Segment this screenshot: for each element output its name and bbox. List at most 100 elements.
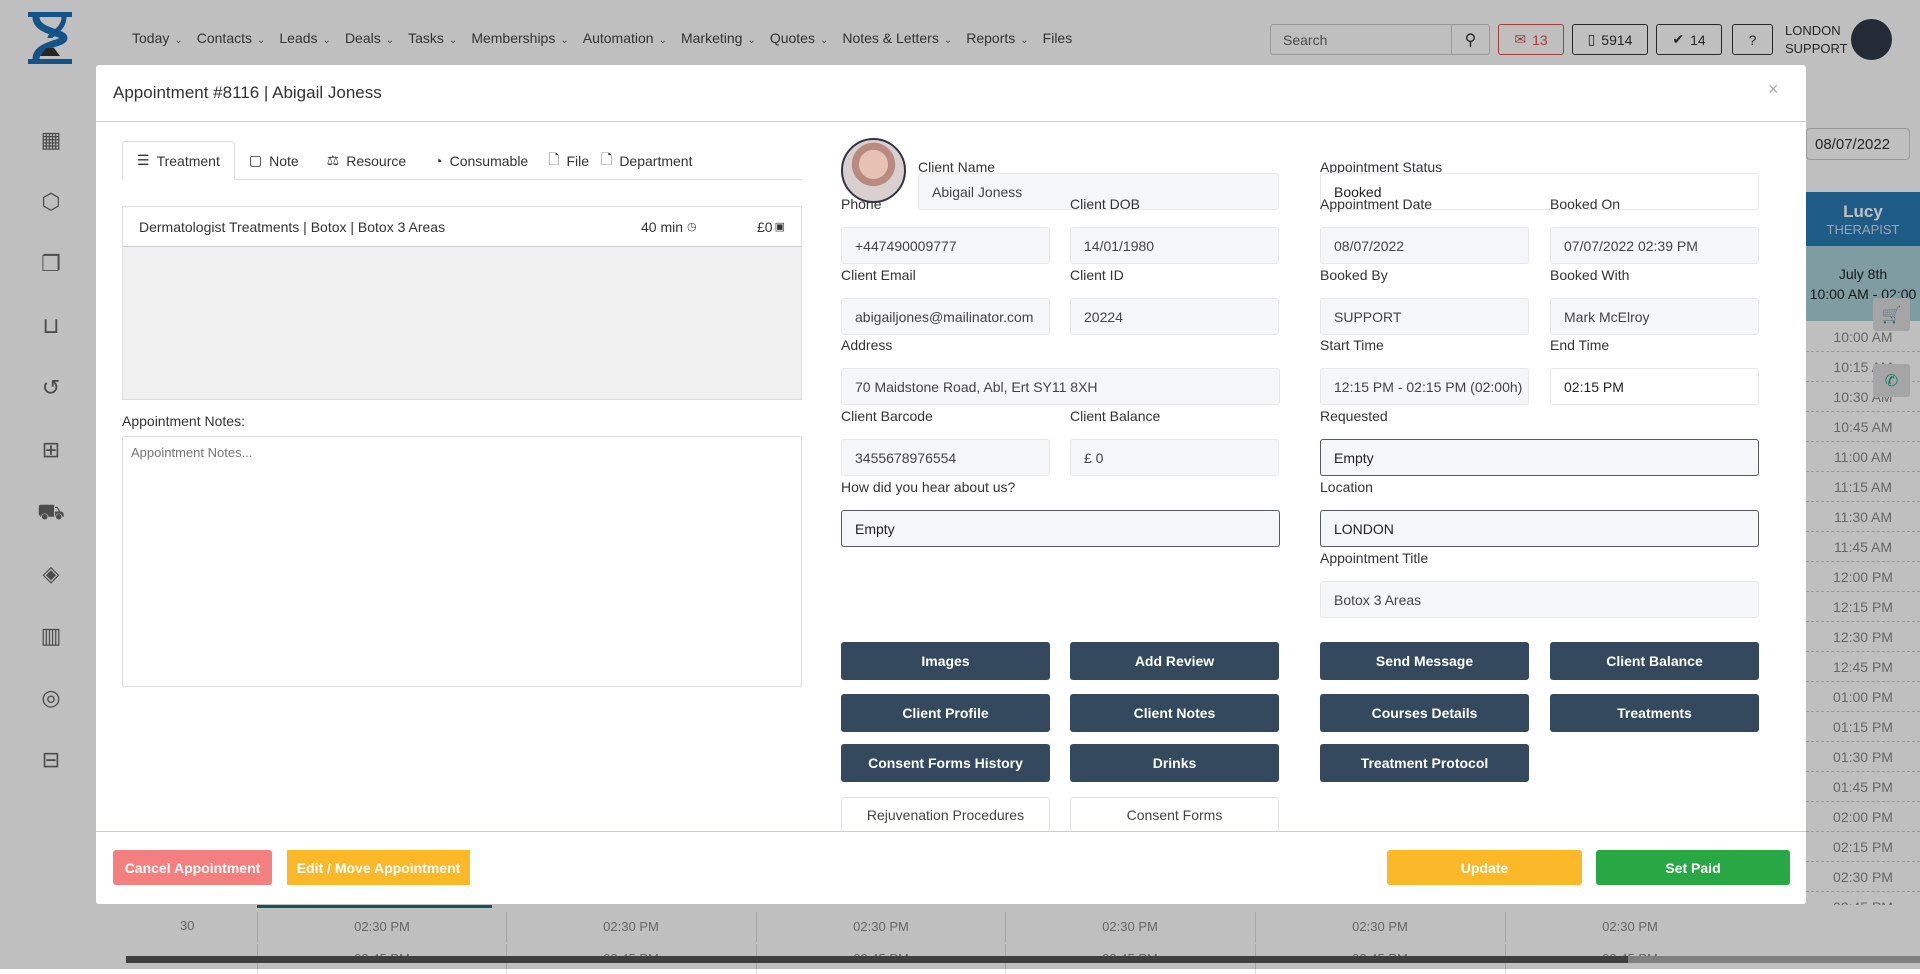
- box-icon[interactable]: ⬡: [41, 189, 61, 214]
- cart-icon[interactable]: ⛟: [37, 499, 65, 524]
- calendar-date-input[interactable]: 08/07/2022: [1806, 128, 1910, 160]
- nav-tasks[interactable]: Tasks ⌄: [408, 30, 457, 46]
- time-slot[interactable]: 12:45 PM: [1806, 652, 1920, 682]
- help-button[interactable]: ?: [1732, 24, 1773, 55]
- images-button[interactable]: Images: [841, 642, 1050, 680]
- time-slot[interactable]: 11:45 AM: [1806, 532, 1920, 562]
- nav-today[interactable]: Today ⌄: [132, 30, 183, 46]
- treatment-protocol-button[interactable]: Treatment Protocol: [1320, 744, 1529, 782]
- copy-icon[interactable]: ❐: [41, 251, 61, 276]
- calendar-slot[interactable]: 02:30 PM: [756, 912, 1005, 942]
- phone-call-icon[interactable]: ✆: [1873, 364, 1910, 397]
- booked-on-field[interactable]: 07/07/2022 02:39 PM: [1550, 227, 1759, 264]
- address-field[interactable]: 70 Maidstone Road, Abl, Ert SY11 8XH: [841, 368, 1280, 405]
- tab-note[interactable]: ▢ Note: [235, 141, 313, 180]
- nav-leads[interactable]: Leads ⌄: [279, 30, 331, 46]
- appt-date-field[interactable]: 08/07/2022: [1320, 227, 1529, 264]
- nav-reports[interactable]: Reports ⌄: [966, 30, 1028, 46]
- calendar-slot[interactable]: 02:30 PM: [1505, 912, 1754, 942]
- add-review-button[interactable]: Add Review: [1070, 642, 1279, 680]
- time-slot[interactable]: 02:30 PM: [1806, 862, 1920, 892]
- phone-field[interactable]: +447490009777: [841, 227, 1050, 264]
- tab-resource[interactable]: ⚖ Resource: [313, 141, 420, 180]
- user-cycle-icon[interactable]: ◎: [41, 685, 61, 710]
- tab-file[interactable]: 🗋 File: [542, 141, 595, 180]
- calendar-icon[interactable]: ▦: [40, 127, 62, 152]
- end-time-field[interactable]: 02:15 PM: [1550, 368, 1759, 405]
- booked-with-field[interactable]: Mark McElroy: [1550, 298, 1759, 335]
- consent-forms-history-button[interactable]: Consent Forms History: [841, 744, 1050, 782]
- tab-department[interactable]: 🗋 Department: [595, 141, 698, 180]
- gift-icon[interactable]: ⊞: [41, 437, 61, 462]
- nav-memberships[interactable]: Memberships ⌄: [471, 30, 568, 46]
- location-select[interactable]: LONDON: [1320, 510, 1759, 547]
- nav-notes-letters[interactable]: Notes & Letters ⌄: [842, 30, 952, 46]
- nav-contacts[interactable]: Contacts ⌄: [197, 30, 266, 46]
- appointment-notes-input[interactable]: [122, 436, 802, 687]
- client-balance-button[interactable]: Client Balance: [1550, 642, 1759, 680]
- phone-button[interactable]: ▯ 5914: [1572, 24, 1648, 55]
- client-name-field[interactable]: Abigail Joness: [918, 173, 1279, 210]
- time-slot[interactable]: 01:15 PM: [1806, 712, 1920, 742]
- close-icon[interactable]: ×: [1768, 79, 1779, 99]
- client-id-field[interactable]: 20224: [1070, 298, 1279, 335]
- rejuvenation-procedures-button[interactable]: Rejuvenation Procedures: [841, 797, 1050, 832]
- cancel-appointment-button[interactable]: Cancel Appointment: [113, 850, 272, 885]
- search-input[interactable]: Search: [1283, 31, 1328, 48]
- email-field[interactable]: abigailjones@mailinator.com: [841, 298, 1050, 335]
- nav-automation[interactable]: Automation ⌄: [583, 30, 667, 46]
- set-paid-button[interactable]: Set Paid: [1596, 850, 1790, 885]
- time-slot[interactable]: 02:15 PM: [1806, 832, 1920, 862]
- search-box[interactable]: Search ⚲: [1270, 24, 1490, 55]
- treatments-button[interactable]: Treatments: [1550, 694, 1759, 732]
- consent-forms-button[interactable]: Consent Forms: [1070, 797, 1279, 832]
- balance-field[interactable]: £ 0: [1070, 439, 1279, 476]
- user-name[interactable]: LONDON SUPPORT: [1785, 22, 1848, 58]
- send-message-button[interactable]: Send Message: [1320, 642, 1529, 680]
- start-time-field[interactable]: 12:15 PM - 02:15 PM (02:00h): [1320, 368, 1529, 405]
- cart-icon[interactable]: 🛒: [1873, 298, 1910, 331]
- nav-files[interactable]: Files: [1043, 30, 1073, 46]
- title-field[interactable]: Botox 3 Areas: [1320, 581, 1759, 618]
- inbox-icon[interactable]: ⊔: [42, 313, 60, 338]
- time-slot[interactable]: 11:30 AM: [1806, 502, 1920, 532]
- report-icon[interactable]: ▥: [40, 623, 62, 648]
- time-slot[interactable]: 10:45 AM: [1806, 412, 1920, 442]
- requested-select[interactable]: Empty: [1320, 439, 1759, 476]
- tab-consumable[interactable]: ◔ Consumable: [420, 141, 542, 180]
- calendar-slot[interactable]: 02:30 PM: [1255, 912, 1504, 942]
- logo[interactable]: [24, 12, 76, 64]
- lock-icon[interactable]: ⊟: [41, 747, 61, 772]
- tasks-button[interactable]: ✔ 14: [1656, 24, 1722, 55]
- time-slot[interactable]: 01:00 PM: [1806, 682, 1920, 712]
- user-avatar[interactable]: [1851, 19, 1892, 60]
- time-slot[interactable]: 10:00 AM: [1806, 322, 1920, 352]
- tag-icon[interactable]: ◈: [42, 561, 60, 586]
- drinks-button[interactable]: Drinks: [1070, 744, 1279, 782]
- mail-button[interactable]: ✉ 13: [1498, 24, 1564, 55]
- scrollbar-thumb[interactable]: [126, 956, 1628, 963]
- calendar-slot[interactable]: 02:30 PM: [1005, 912, 1254, 942]
- time-slot[interactable]: 02:00 PM: [1806, 802, 1920, 832]
- client-notes-button[interactable]: Client Notes: [1070, 694, 1279, 732]
- edit-move-appointment-button[interactable]: Edit / Move Appointment: [287, 850, 470, 885]
- time-slot[interactable]: 01:45 PM: [1806, 772, 1920, 802]
- time-slot[interactable]: 11:00 AM: [1806, 442, 1920, 472]
- courses-details-button[interactable]: Courses Details: [1320, 694, 1529, 732]
- nav-deals[interactable]: Deals ⌄: [345, 30, 394, 46]
- dob-field[interactable]: 14/01/1980: [1070, 227, 1279, 264]
- time-slot[interactable]: 12:00 PM: [1806, 562, 1920, 592]
- calendar-slot[interactable]: 02:30 PM: [506, 912, 755, 942]
- treatment-row[interactable]: Dermatologist Treatments | Botox | Botox…: [123, 207, 801, 247]
- calendar-slot[interactable]: 02:30 PM: [257, 912, 506, 942]
- status-field[interactable]: Booked: [1320, 173, 1759, 210]
- nav-quotes[interactable]: Quotes ⌄: [770, 30, 829, 46]
- client-profile-button[interactable]: Client Profile: [841, 694, 1050, 732]
- barcode-field[interactable]: 3455678976554: [841, 439, 1050, 476]
- tab-treatment[interactable]: ☰ Treatment: [122, 141, 235, 180]
- time-slot[interactable]: 11:15 AM: [1806, 472, 1920, 502]
- nav-marketing[interactable]: Marketing ⌄: [681, 30, 756, 46]
- time-slot[interactable]: 01:30 PM: [1806, 742, 1920, 772]
- update-button[interactable]: Update: [1387, 850, 1582, 885]
- booked-by-field[interactable]: SUPPORT: [1320, 298, 1529, 335]
